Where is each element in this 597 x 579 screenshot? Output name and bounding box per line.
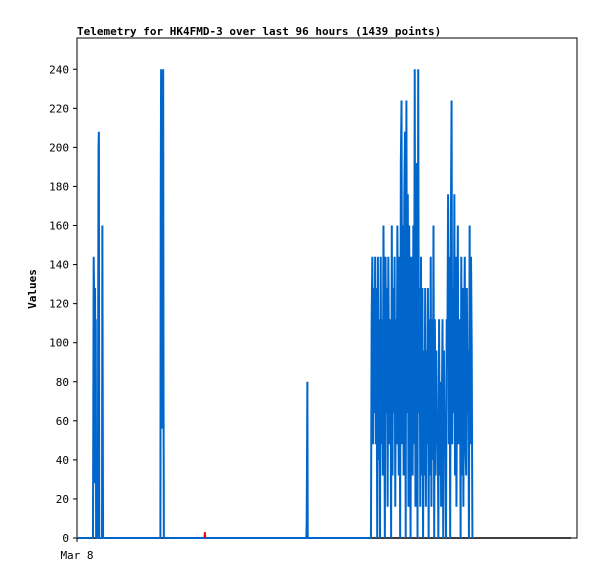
x-axis: Mar 8 <box>60 538 94 562</box>
y-tick-label: 40 <box>56 454 69 467</box>
y-tick-label: 200 <box>49 141 69 154</box>
plot-frame <box>76 37 578 539</box>
y-tick-label: 20 <box>56 493 69 506</box>
y-tick-label: 220 <box>49 102 69 115</box>
series-line-2 <box>203 532 207 539</box>
plot-area <box>76 37 578 539</box>
series-line-1 <box>77 69 474 539</box>
y-tick-label: 120 <box>49 298 69 311</box>
y-tick-label: 80 <box>56 376 69 389</box>
y-axis-label: Values <box>26 269 39 309</box>
y-tick-label: 240 <box>49 63 69 76</box>
chart-title: Telemetry for HK4FMD-3 over last 96 hour… <box>77 25 441 38</box>
y-tick-label: 140 <box>49 259 69 272</box>
y-tick-label: 60 <box>56 415 69 428</box>
y-tick-label: 160 <box>49 220 69 233</box>
y-tick-label: 180 <box>49 180 69 193</box>
x-tick-label: Mar 8 <box>60 549 93 562</box>
y-tick-label: 0 <box>62 532 69 545</box>
y-axis: 0 20 40 60 80 100 120 140 160 180 200 220 240 <box>49 63 77 545</box>
y-tick-label: 100 <box>49 337 69 350</box>
